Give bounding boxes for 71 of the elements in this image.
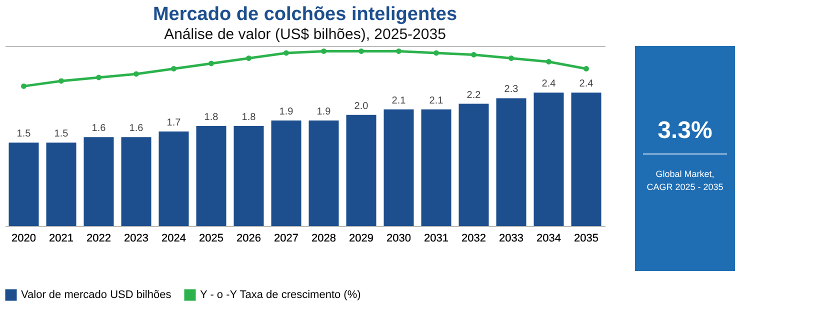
bar bbox=[8, 142, 39, 226]
point bbox=[434, 50, 439, 56]
x-tick-label: 2032 bbox=[462, 232, 486, 244]
bar bbox=[571, 92, 602, 226]
data-label: 2.0 bbox=[354, 100, 369, 112]
data-label: 1.8 bbox=[204, 112, 219, 123]
point bbox=[584, 66, 589, 72]
data-label: 2.1 bbox=[392, 95, 406, 106]
data-label: 1.5 bbox=[16, 128, 32, 140]
text: 3.3% bbox=[658, 117, 712, 144]
x-tick-label: 2031 bbox=[424, 232, 448, 244]
x-tick-label: 2022 bbox=[86, 232, 111, 244]
bar bbox=[158, 132, 189, 226]
legend-label: Valor de mercado USD bilhões bbox=[21, 289, 172, 301]
bar bbox=[384, 109, 414, 226]
bar bbox=[496, 98, 526, 226]
x-tick-label: 2028 bbox=[312, 232, 336, 244]
data-label: 1.5 bbox=[54, 128, 69, 140]
text: CAGR 2025 - 2035 bbox=[646, 182, 724, 192]
point bbox=[96, 74, 102, 80]
data-label: 2.2 bbox=[466, 90, 482, 101]
point bbox=[396, 48, 402, 54]
point bbox=[246, 56, 252, 61]
bar bbox=[196, 126, 226, 226]
data-label: 2.4 bbox=[579, 78, 594, 90]
x-tick-label: 2021 bbox=[49, 232, 74, 244]
data-label: 2.3 bbox=[504, 84, 519, 96]
point bbox=[546, 58, 552, 64]
data-label: 1.7 bbox=[166, 118, 182, 129]
x-tick-label: 2035 bbox=[574, 232, 598, 244]
bar bbox=[234, 126, 264, 226]
point bbox=[58, 78, 64, 84]
bar bbox=[308, 120, 339, 226]
x-tick-label: 2026 bbox=[236, 232, 261, 244]
x-tick-label: 2023 bbox=[124, 232, 148, 244]
point bbox=[284, 50, 289, 56]
data-label: 1.9 bbox=[316, 106, 332, 118]
bar bbox=[46, 142, 76, 226]
data-label: 1.8 bbox=[242, 112, 256, 123]
point bbox=[134, 71, 139, 77]
bar bbox=[84, 137, 114, 226]
x-tick-label: 2025 bbox=[199, 232, 224, 244]
x-tick-label: 2033 bbox=[499, 232, 524, 244]
bar bbox=[121, 137, 152, 226]
x-tick-label: 2020 bbox=[12, 232, 36, 244]
data-label: 2.1 bbox=[429, 95, 444, 106]
data-label: 2.4 bbox=[542, 78, 556, 90]
x-tick-label: 2024 bbox=[162, 232, 186, 244]
point bbox=[21, 83, 26, 89]
x-tick-label: 2027 bbox=[274, 232, 298, 244]
text: Global Market, bbox=[656, 169, 714, 179]
chart-subtitle: Análise de valor (US$ bilhões), 2025-2035 bbox=[164, 26, 446, 43]
point bbox=[358, 48, 364, 54]
x-tick-label: 2034 bbox=[536, 232, 561, 244]
bar bbox=[346, 114, 376, 226]
legend-label: Y - o -Y Taxa de crescimento (%) bbox=[200, 289, 361, 301]
bar bbox=[534, 92, 564, 226]
chart-title: Mercado de colchões inteligentes bbox=[152, 4, 458, 25]
bar bbox=[458, 104, 489, 226]
bar bbox=[421, 109, 452, 226]
point bbox=[208, 60, 214, 66]
point bbox=[508, 56, 514, 61]
x-tick-label: 2029 bbox=[349, 232, 374, 244]
data-label: 1.6 bbox=[129, 123, 144, 134]
data-label: 1.6 bbox=[92, 123, 106, 134]
x-tick-label: 2030 bbox=[386, 232, 411, 244]
point bbox=[321, 48, 326, 54]
point bbox=[471, 52, 476, 58]
bar bbox=[271, 120, 302, 226]
point bbox=[171, 66, 176, 72]
data-label: 1.9 bbox=[279, 106, 294, 118]
